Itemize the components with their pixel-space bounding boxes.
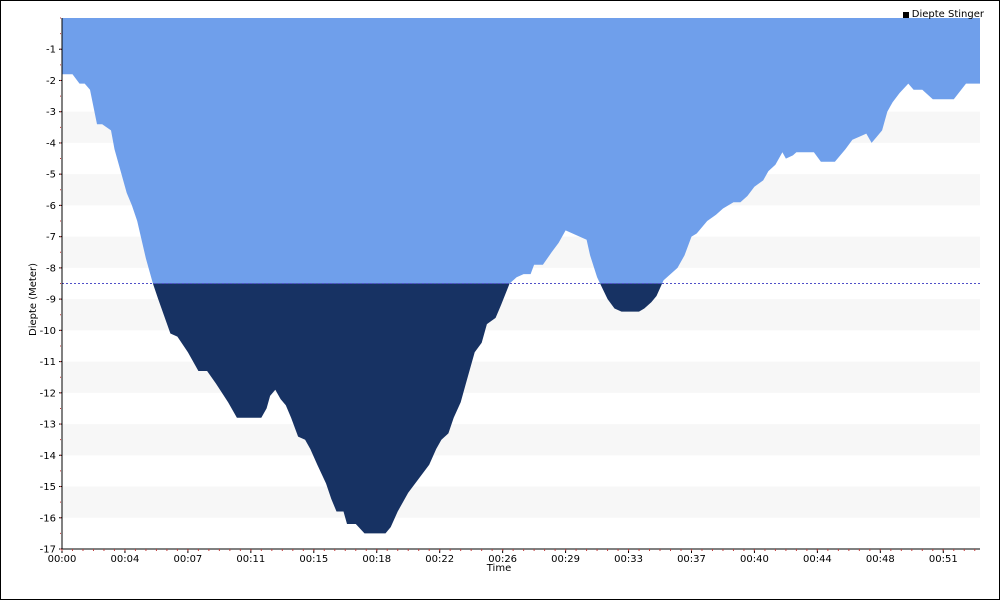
y-tick-label: -1 bbox=[46, 45, 56, 56]
x-tick-label: 00:51 bbox=[929, 554, 958, 565]
legend-swatch bbox=[902, 11, 909, 18]
x-tick-label: 00:33 bbox=[614, 554, 643, 565]
legend-label: Diepte Stinger bbox=[911, 9, 984, 20]
y-tick-label: -2 bbox=[46, 76, 56, 87]
x-tick-label: 00:48 bbox=[866, 554, 895, 565]
y-tick-label: -12 bbox=[40, 388, 56, 399]
y-tick-label: -4 bbox=[46, 138, 56, 149]
x-tick-label: 00:40 bbox=[740, 554, 769, 565]
y-tick-label: -8 bbox=[46, 263, 56, 274]
y-tick-label: -3 bbox=[46, 107, 56, 118]
y-tick-label: -16 bbox=[40, 513, 56, 524]
y-tick-label: -7 bbox=[46, 232, 56, 243]
y-tick-label: -5 bbox=[46, 170, 56, 181]
x-tick-label: 00:37 bbox=[677, 554, 706, 565]
y-tick-label: -15 bbox=[40, 482, 56, 493]
y-axis-label: Diepte (Meter) bbox=[28, 263, 39, 336]
y-tick-label: -6 bbox=[46, 201, 56, 212]
x-tick-label: 00:00 bbox=[48, 554, 77, 565]
depth-area-deep bbox=[152, 283, 663, 534]
grid-band bbox=[62, 424, 980, 456]
y-tick-label: -14 bbox=[40, 451, 56, 462]
y-tick-label: -10 bbox=[40, 326, 56, 337]
x-tick-label: 00:26 bbox=[488, 554, 517, 565]
x-tick-label: 00:22 bbox=[425, 554, 454, 565]
x-tick-label: 00:07 bbox=[173, 554, 202, 565]
y-tick-label: -13 bbox=[40, 420, 56, 431]
y-tick-label: -9 bbox=[46, 295, 56, 306]
depth-area-shallow bbox=[62, 18, 980, 284]
y-tick-label: -11 bbox=[40, 357, 56, 368]
x-axis-label: Time bbox=[486, 563, 511, 574]
x-tick-label: 00:18 bbox=[362, 554, 391, 565]
x-tick-label: 00:04 bbox=[111, 554, 140, 565]
legend: Diepte Stinger bbox=[902, 9, 984, 20]
x-tick-label: 00:15 bbox=[299, 554, 328, 565]
x-tick-label: 00:11 bbox=[236, 554, 265, 565]
grid-band bbox=[62, 486, 980, 518]
y-tick-label: -17 bbox=[40, 545, 56, 556]
x-tick-label: 00:44 bbox=[803, 554, 832, 565]
x-tick-label: 00:29 bbox=[551, 554, 580, 565]
